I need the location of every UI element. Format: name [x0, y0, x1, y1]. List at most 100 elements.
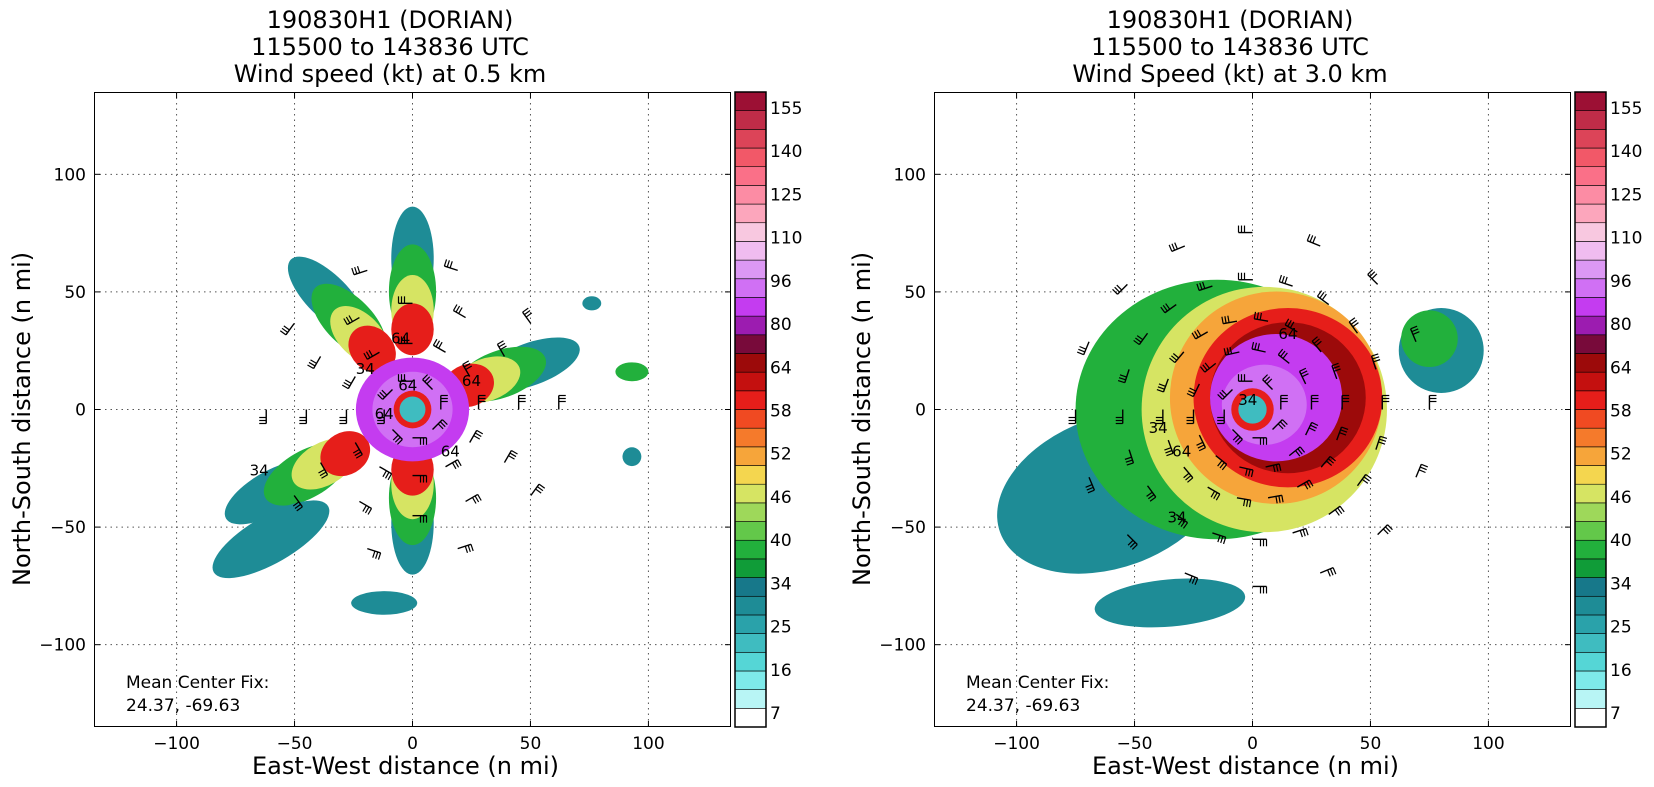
colorbar-segment	[1574, 483, 1607, 504]
colorbar-segment	[1574, 390, 1607, 410]
wind-barb-feather	[508, 455, 515, 460]
wind-barb-feather	[1196, 441, 1204, 446]
wind-barb	[1251, 348, 1266, 353]
y-tick-label: 100	[54, 165, 86, 185]
wind-barb-feather	[463, 362, 471, 368]
wind-barb	[1415, 464, 1422, 478]
wind-barb	[1370, 355, 1377, 370]
wind-barb-feather	[443, 259, 448, 267]
wind-barb-feather	[1147, 494, 1155, 500]
wind-barb-feather	[1373, 359, 1381, 363]
wind-barb	[1348, 321, 1359, 334]
colorbar-segment	[734, 371, 767, 392]
colorbar-segment	[734, 147, 767, 168]
colorbar-segment	[734, 558, 767, 578]
wind-barb	[433, 344, 446, 353]
wind-barb-feather	[1219, 391, 1226, 398]
wind-barb-feather	[441, 419, 448, 425]
wind-barb-feather	[348, 315, 354, 322]
colorbar-segment	[734, 539, 767, 560]
colorbar-segment	[1574, 241, 1607, 261]
wind-barb-feather	[1371, 273, 1378, 280]
chart-title-line-1: 190830H1 (DORIAN)	[266, 6, 514, 34]
wind-barb-feather	[1217, 535, 1221, 543]
wind-barb-feather	[1319, 292, 1325, 299]
colorbar-segment	[1574, 353, 1607, 373]
wind-barb	[1239, 466, 1254, 471]
wind-barb-feather	[1126, 462, 1134, 466]
wind-barb-feather	[1266, 378, 1273, 385]
wind-barb-feather	[1361, 478, 1369, 484]
wind-barb-feather	[379, 391, 386, 398]
wind-barb	[453, 309, 466, 319]
colorbar-segment	[1574, 166, 1607, 186]
wind-barb-feather	[1387, 524, 1393, 531]
wind-barb-feather	[1156, 389, 1164, 393]
left-chart-panel: 190830H1 (DORIAN) 115500 to 143836 UTC W…	[8, 6, 802, 780]
wind-barb-feather	[1380, 435, 1388, 440]
wind-barb-feather	[1418, 469, 1426, 474]
wind-barb	[1204, 362, 1217, 373]
wind-barb	[469, 430, 478, 443]
wind-barb-feather	[1419, 466, 1427, 471]
wind-barb-feather	[1188, 390, 1195, 395]
wind-barb	[1284, 324, 1298, 333]
colorbar-segment	[1574, 614, 1607, 634]
colorbar-tick-label: 96	[770, 272, 792, 292]
wind-barb-feather	[470, 544, 474, 552]
wind-barb-feather	[1196, 329, 1202, 337]
wind-barb	[1288, 446, 1301, 457]
colorbar-segment	[734, 577, 767, 597]
colorbar-segment	[1574, 577, 1607, 597]
y-tick-label: −100	[39, 636, 86, 656]
wind-barb-feather	[1410, 325, 1418, 330]
y-tick-label: 50	[64, 283, 86, 303]
colorbar-tick-label: 58	[1610, 402, 1632, 422]
wind-barb	[1088, 476, 1096, 491]
wind-barb-feather	[1197, 444, 1205, 449]
wind-barb	[1198, 434, 1207, 449]
colorbar-tick-label: 110	[770, 229, 802, 249]
wind-barb	[1126, 534, 1138, 546]
contour-label: 34	[356, 360, 375, 378]
wind-barb-feather	[1131, 544, 1138, 550]
wind-barb	[1336, 426, 1343, 441]
colorbar-tick-label: 46	[770, 488, 792, 508]
x-tick-label: −50	[1117, 734, 1153, 754]
colorbar-segment	[1574, 203, 1607, 224]
wind-barb-feather	[1251, 341, 1255, 350]
wind-barb-feather	[1281, 495, 1284, 503]
x-tick-label: −100	[993, 734, 1040, 754]
wind-barb	[354, 442, 363, 456]
x-tick-label: 100	[1472, 734, 1504, 754]
wind-barb-feather	[1194, 578, 1199, 586]
wind-barb-feather	[439, 421, 446, 428]
colorbar-tick-label: 125	[770, 185, 802, 205]
wind-barb-feather	[476, 429, 484, 435]
wind-barb-feather	[1213, 492, 1218, 500]
wind-barb	[1356, 474, 1367, 487]
wind-barb	[391, 429, 403, 440]
colorbar-segment	[734, 353, 767, 373]
wind-barb	[1162, 378, 1169, 393]
y-tick-label: −50	[50, 518, 86, 538]
colorbar-tick-label: 16	[770, 661, 792, 681]
wind-barb-feather	[1118, 377, 1126, 381]
colorbar-tick-label: 25	[770, 618, 792, 638]
colorbar-tick-label: 40	[770, 531, 792, 551]
wind-barb	[1311, 340, 1322, 353]
colorbar-segment	[1574, 278, 1607, 298]
y-tick-label: −100	[879, 636, 926, 656]
wind-barb-feather	[458, 307, 463, 314]
wind-barb	[1212, 532, 1226, 538]
wind-barb	[366, 351, 380, 360]
wind-barb-feather	[1257, 343, 1260, 351]
chart-title-line-2: 115500 to 143836 UTC	[251, 33, 529, 61]
wind-barb-feather	[1129, 541, 1136, 548]
wind-barb	[1272, 419, 1283, 431]
colorbar-segment	[734, 689, 767, 709]
wind-barb-feather	[318, 468, 325, 474]
x-tick-label: 0	[407, 734, 418, 754]
wind-barb-feather	[1295, 450, 1301, 457]
